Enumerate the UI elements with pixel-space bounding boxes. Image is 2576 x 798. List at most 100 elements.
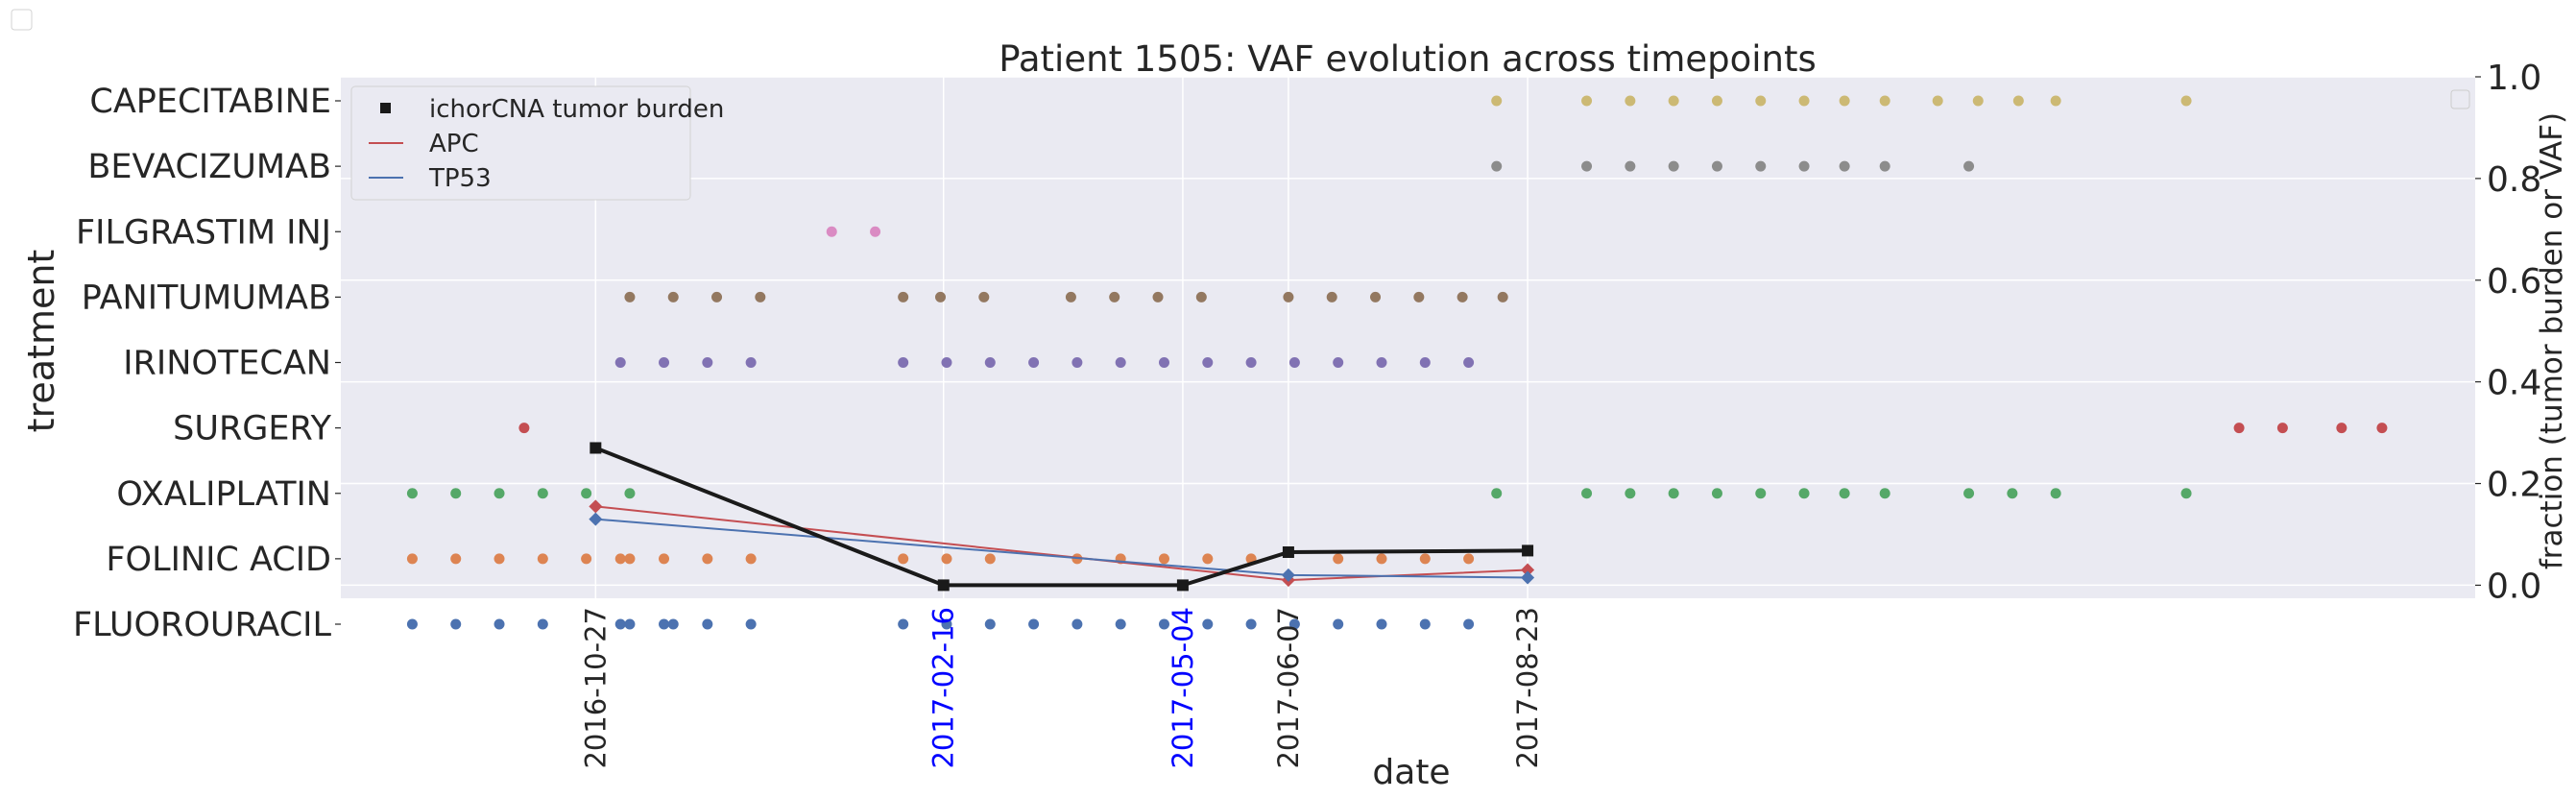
treatment-dot — [1283, 291, 1294, 302]
treatment-dot — [1195, 291, 1207, 302]
treatment-dot — [667, 618, 679, 630]
treatment-label: PANITUMUMAB — [82, 278, 331, 317]
treatment-dot — [1152, 291, 1164, 302]
treatment-dot — [1491, 95, 1503, 107]
legend-marker — [380, 103, 391, 113]
treatment-dot — [1711, 488, 1722, 499]
treatment-dot — [1370, 291, 1382, 302]
treatment-dot — [1333, 618, 1344, 630]
treatment-label: FILGRASTIM INJ — [76, 213, 331, 252]
treatment-dot — [1115, 357, 1126, 368]
treatment-dot — [659, 618, 670, 630]
treatment-dot — [1625, 488, 1636, 499]
treatment-dot — [1798, 95, 1810, 107]
date-tick-label: 2017-05-04 — [1167, 607, 1199, 769]
date-tick-labels: 2016-10-27 2017-02-16 2017-05-04 2017-06-07… — [579, 607, 1544, 769]
treatment-dot — [1755, 95, 1767, 107]
treatment-dot — [1581, 160, 1593, 172]
series-marker — [1282, 546, 1294, 558]
treatment-dot — [2276, 423, 2288, 434]
treatment-dot — [898, 553, 909, 565]
treatment-dot — [494, 618, 505, 630]
treatment-dot — [826, 226, 837, 237]
treatment-tick-labels: FLUOROURACIL FOLINIC ACID OXALIPLATIN SURGE… — [73, 83, 341, 644]
treatment-dot — [870, 226, 881, 237]
treatment-dot — [1413, 291, 1425, 302]
treatment-dot — [898, 291, 909, 302]
fraction-tick-label: 0.0 — [2487, 567, 2541, 606]
treatment-dot — [1202, 553, 1214, 565]
treatment-dot — [1419, 553, 1431, 565]
treatment-dot — [702, 357, 713, 368]
treatment-dot — [1879, 160, 1890, 172]
series-marker — [1522, 544, 1534, 557]
series-lines — [589, 442, 1535, 592]
treatment-dot — [1668, 488, 1679, 499]
treatment-dot — [450, 553, 462, 565]
legend-label: TP53 — [428, 164, 492, 193]
treatment-dot — [2050, 488, 2061, 499]
legend-label: ichorCNA tumor burden — [429, 95, 724, 124]
treatment-dot — [614, 553, 626, 565]
treatment-dot — [624, 618, 636, 630]
treatment-dot — [1158, 553, 1169, 565]
treatment-dot — [1109, 291, 1120, 302]
treatment-dot — [581, 488, 592, 499]
treatment-dot — [1071, 618, 1083, 630]
treatment-label: SURGERY — [173, 410, 331, 448]
treatment-dot — [1491, 488, 1503, 499]
treatment-dot — [1158, 618, 1169, 630]
treatment-dot — [406, 618, 418, 630]
treatment-dot — [2050, 95, 2061, 107]
treatment-dot — [745, 618, 757, 630]
treatment-dot — [1497, 291, 1508, 302]
fraction-tick-label: 0.8 — [2487, 160, 2541, 200]
treatment-dot — [1879, 95, 1890, 107]
plot-area — [341, 77, 2475, 598]
treatment-dot — [1376, 618, 1387, 630]
treatment-dot — [745, 357, 757, 368]
treatment-dot — [2180, 95, 2192, 107]
treatment-dot — [1625, 95, 1636, 107]
treatment-dot — [1457, 291, 1468, 302]
treatment-dot — [1245, 618, 1257, 630]
treatment-dot — [1245, 357, 1257, 368]
series-marker — [1521, 563, 1535, 577]
treatment-dot — [1028, 618, 1040, 630]
treatment-dot — [1288, 618, 1300, 630]
treatment-dots — [406, 95, 2388, 630]
treatment-dot — [518, 423, 530, 434]
treatment-dot — [614, 357, 626, 368]
date-tick-label: 2017-08-23 — [1511, 607, 1544, 769]
treatment-dot — [1581, 488, 1593, 499]
treatment-dot — [494, 553, 505, 565]
treatment-dot — [941, 553, 952, 565]
treatment-dot — [1158, 357, 1169, 368]
treatment-dot — [2233, 423, 2245, 434]
treatment-dot — [2376, 423, 2388, 434]
treatment-dot — [702, 553, 713, 565]
treatment-dot — [755, 291, 766, 302]
legend-label: APC — [429, 130, 479, 158]
treatment-dot — [1376, 357, 1387, 368]
fraction-tick-label: 0.2 — [2487, 466, 2541, 505]
treatment-dot — [711, 291, 723, 302]
treatment-dot — [2012, 95, 2024, 107]
treatment-dot — [537, 553, 548, 565]
treatment-label: BEVACIZUMAB — [87, 148, 331, 186]
treatment-dot — [1202, 357, 1214, 368]
treatment-dot — [1932, 95, 1943, 107]
treatment-dot — [1463, 553, 1475, 565]
treatment-dot — [1755, 160, 1767, 172]
treatment-dot — [1326, 291, 1337, 302]
fraction-tick-label: 0.4 — [2487, 364, 2541, 403]
treatment-dot — [581, 553, 592, 565]
treatment-dot — [614, 618, 626, 630]
series-marker — [1176, 579, 1189, 592]
treatment-dot — [1463, 357, 1475, 368]
treatment-dot — [702, 618, 713, 630]
treatment-dot — [1115, 618, 1126, 630]
chart-title: Patient 1505: VAF evolution across timep… — [999, 38, 1817, 80]
date-tick-label: 2016-10-27 — [579, 607, 612, 769]
treatment-dot — [537, 488, 548, 499]
